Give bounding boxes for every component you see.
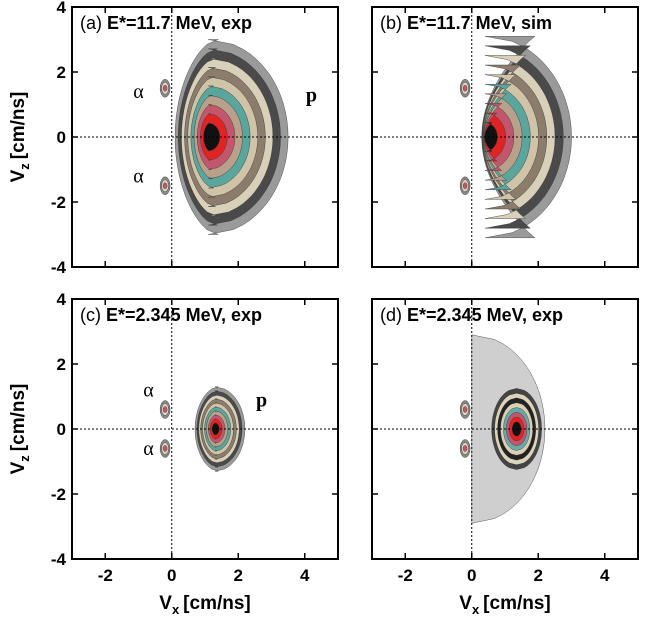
panel: (b) E*=11.7 MeV, sim	[371, 6, 639, 268]
axis-label: Vz [cm/ns]	[8, 384, 32, 475]
axis-label: Vx [cm/ns]	[459, 593, 551, 617]
x-tick-label: 0	[467, 566, 476, 585]
y-tick-label: 4	[57, 0, 67, 17]
y-tick-label: 2	[57, 63, 66, 82]
alpha-spot	[162, 406, 168, 413]
panel: -4 -2 0 2 4 (a) E*=11.7 MeV, exp α α p Vz [cm/ns]	[8, 0, 339, 277]
alpha-spot	[162, 85, 168, 92]
axis-label-unit: [cm/ns]	[183, 593, 251, 614]
x-tick-label: 4	[600, 566, 610, 585]
y-tick-label: 2	[57, 355, 66, 374]
axis-label-unit: [cm/ns]	[483, 593, 551, 614]
panel-title-text: E*=2.345 MeV, exp	[407, 305, 563, 325]
alpha-spot	[462, 445, 468, 452]
axis-label-sub: x	[172, 602, 180, 617]
panel-frame	[371, 298, 639, 560]
panel-title-text: E*=2.345 MeV, exp	[106, 305, 262, 325]
alpha-spot	[462, 406, 468, 413]
panel-title-text: E*=11.7 MeV, exp	[107, 13, 252, 33]
annotation: α	[143, 380, 154, 402]
axis-label: Vx [cm/ns]	[159, 593, 251, 617]
y-tick-label: 0	[57, 420, 66, 439]
y-tick-label: -2	[51, 193, 66, 212]
panel-label: (d)	[380, 305, 402, 325]
panel-title: (c) E*=2.345 MeV, exp	[80, 305, 262, 325]
alpha-spot	[162, 445, 168, 452]
y-tick-label: -4	[51, 258, 67, 277]
panel-label: (c)	[80, 305, 101, 325]
axis-label-unit: [cm/ns]	[8, 92, 29, 160]
alpha-spot	[162, 182, 168, 189]
annotation: α	[143, 438, 154, 460]
alpha-spot	[462, 182, 468, 189]
x-tick-label: -2	[98, 566, 113, 585]
panel-frame	[71, 6, 339, 268]
contour-layer	[203, 122, 220, 152]
y-tick-label: -2	[51, 485, 66, 504]
annotation: α	[133, 166, 144, 188]
annotation: p	[306, 84, 317, 106]
axis-label-main: V	[8, 461, 29, 474]
contour-layer	[211, 422, 220, 436]
alpha-spot	[462, 85, 468, 92]
panel-title: (d) E*=2.345 MeV, exp	[380, 305, 563, 325]
x-tick-label: 4	[300, 566, 310, 585]
panel-label: (b)	[380, 13, 402, 33]
axis-label-sub: x	[472, 602, 480, 617]
panel-frame	[371, 6, 639, 268]
panel: -2 0 2 4 (d) E*=2.345 MeV, exp Vx [cm/ns]	[371, 298, 639, 617]
y-tick-label: 4	[57, 290, 67, 309]
x-tick-label: 2	[534, 566, 543, 585]
axis-label-sub: z	[17, 163, 32, 170]
panel-frame	[71, 298, 339, 560]
y-tick-label: -4	[51, 550, 67, 569]
x-tick-label: -2	[398, 566, 413, 585]
axis-label-sub: z	[17, 455, 32, 462]
contour-layer	[484, 122, 498, 152]
annotation: α	[133, 81, 144, 103]
panel-title: (a) E*=11.7 MeV, exp	[80, 13, 252, 33]
panel-label: (a)	[80, 13, 102, 33]
axis-label-main: V	[159, 593, 172, 614]
y-tick-label: 0	[57, 128, 66, 147]
x-tick-label: 2	[234, 566, 243, 585]
panel-title: (b) E*=11.7 MeV, sim	[380, 13, 552, 33]
panel-title-text: E*=11.7 MeV, sim	[407, 13, 552, 33]
axis-label-unit: [cm/ns]	[8, 384, 29, 452]
axis-label-main: V	[8, 169, 29, 182]
axis-label: Vz [cm/ns]	[8, 92, 32, 183]
x-tick-label: 0	[167, 566, 176, 585]
axis-label-main: V	[459, 593, 472, 614]
annotation: p	[256, 389, 267, 411]
